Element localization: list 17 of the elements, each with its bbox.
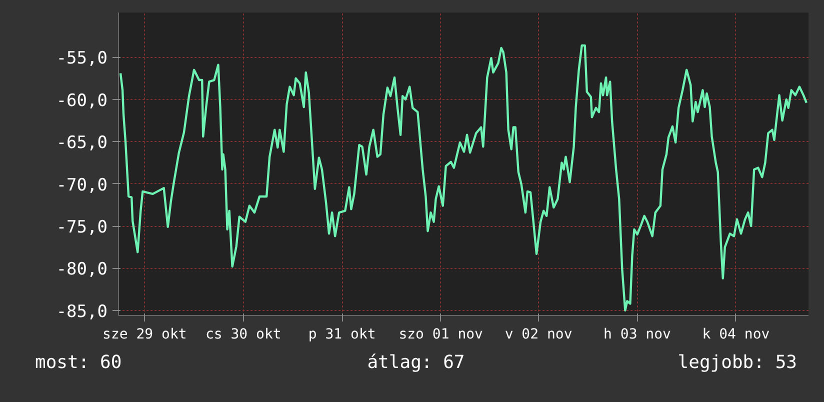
y-tick-label: -60,0	[56, 90, 108, 111]
y-tick-label: -85,0	[56, 302, 108, 322]
text: most: 60	[35, 351, 122, 375]
x-tick-label: szo 01 nov	[398, 326, 483, 342]
y-tick-label: -80,0	[56, 260, 108, 280]
x-tick-label: p 31 okt	[308, 326, 376, 342]
x-tick-label: cs 30 okt	[205, 326, 282, 342]
x-tick-label: h 03 nov	[604, 326, 671, 342]
x-tick-label: sze 29 okt	[102, 326, 187, 342]
text: átlag: 67	[367, 351, 465, 375]
x-tick-label: k 04 nov	[702, 326, 770, 342]
text: legjobb: 53	[678, 351, 797, 375]
y-tick-label: -70,0	[56, 175, 108, 196]
y-tick-label: -65,0	[56, 133, 108, 154]
y-tick-label: -75,0	[56, 218, 108, 238]
x-tick-label: v 02 nov	[504, 326, 572, 342]
y-tick-label: -55,0	[56, 48, 108, 69]
